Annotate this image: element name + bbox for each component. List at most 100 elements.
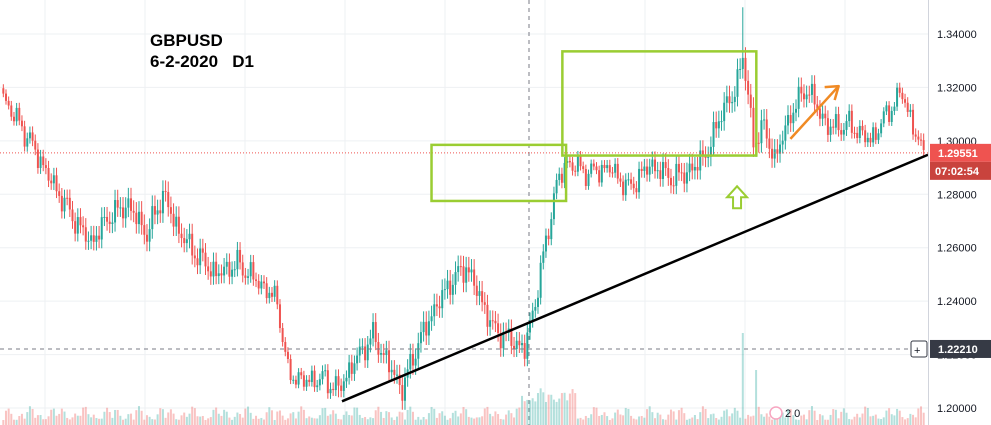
volume-bar [183,412,186,425]
candle-body [225,261,228,267]
volume-bar [446,419,449,425]
candle-body [470,269,473,273]
candle-body [664,162,667,169]
volume-bar [739,417,742,425]
volume-bar [449,418,452,425]
volume-bar [350,415,353,425]
candle-body [845,121,848,130]
volume-bar [707,418,710,425]
candle-body [909,109,912,112]
candle-body [877,133,880,140]
candle-body [584,169,587,186]
volume-bar [810,406,813,425]
volume-bar [324,407,327,425]
volume-bar [79,415,82,425]
volume-bar [725,409,728,425]
candle-body [757,142,760,144]
volume-bar [4,410,7,425]
candle-body [622,181,625,196]
candle-body [164,190,167,193]
volume-bar [422,417,425,425]
volume-bar [667,414,670,425]
volume-bar [773,418,776,425]
volume-bar [643,417,646,425]
candle-body [813,83,816,105]
candle-body [385,350,388,355]
volume-bar [23,418,26,425]
volume-bar [853,416,856,425]
candle-body [731,101,734,104]
candle-body [292,379,295,381]
candle-body [850,110,853,133]
candle-body [789,115,792,124]
candle-body [239,249,242,263]
candle-body [446,280,449,290]
volume-bar [864,406,867,425]
volume-bar [627,408,630,425]
volume-bar [765,413,768,425]
candle-body [332,388,335,391]
candle-body [842,129,845,135]
volume-bar [760,414,763,425]
volume-bar [664,419,667,425]
candle-body [544,235,547,252]
candle-body [499,332,502,349]
candle-body [398,374,401,386]
volume-bar [531,398,534,425]
volume-bar [151,419,154,425]
candle-body [39,156,42,168]
volume-bar [233,416,236,425]
candle-body [90,235,93,241]
candle-body [372,322,375,339]
volume-bar [648,406,651,425]
volume-bar [603,412,606,425]
volume-bar [164,417,167,425]
candle-body [364,346,367,361]
volume-bar [398,411,401,425]
volume-bar [784,417,787,425]
volume-bar [231,419,234,425]
volume-bar [143,419,146,425]
volume-bar [337,418,340,425]
volume-bar [169,409,172,425]
candle-body [890,110,893,122]
candle-body [300,372,303,376]
volume-bar [393,419,396,425]
volume-bar [28,406,31,425]
volume-bar [358,414,361,425]
volume-bar [12,419,15,425]
y-tick-label: 1.20000 [937,403,977,415]
candle-body [808,94,811,96]
candle-body [289,359,292,381]
candle-body [108,221,111,224]
volume-bar [451,412,454,425]
volume-bar [840,411,843,425]
volume-bar [2,420,5,425]
volume-bar [366,419,369,425]
candle-body [922,140,925,150]
candle-body [912,109,915,135]
volume-bar [98,418,101,425]
volume-bar [651,412,654,425]
volume-bar [717,419,720,425]
candle-body [834,114,837,128]
candle-body [691,163,694,171]
volume-bar [816,419,819,425]
volume-bar [90,417,93,425]
volume-bar [462,406,465,425]
volume-bar [885,410,888,425]
volume-bar [31,408,34,425]
candle-body [582,166,585,170]
volume-bar [52,408,55,425]
volume-bar [108,412,111,425]
volume-bar [893,415,896,425]
volume-bar [116,409,119,425]
volume-bar [58,413,61,425]
volume-bar [587,417,590,425]
volume-bar [332,410,335,425]
volume-bar [289,413,292,425]
volume-bar [656,412,659,425]
candle-body [917,136,920,140]
volume-bar [542,392,545,425]
volume-bar [60,408,63,425]
